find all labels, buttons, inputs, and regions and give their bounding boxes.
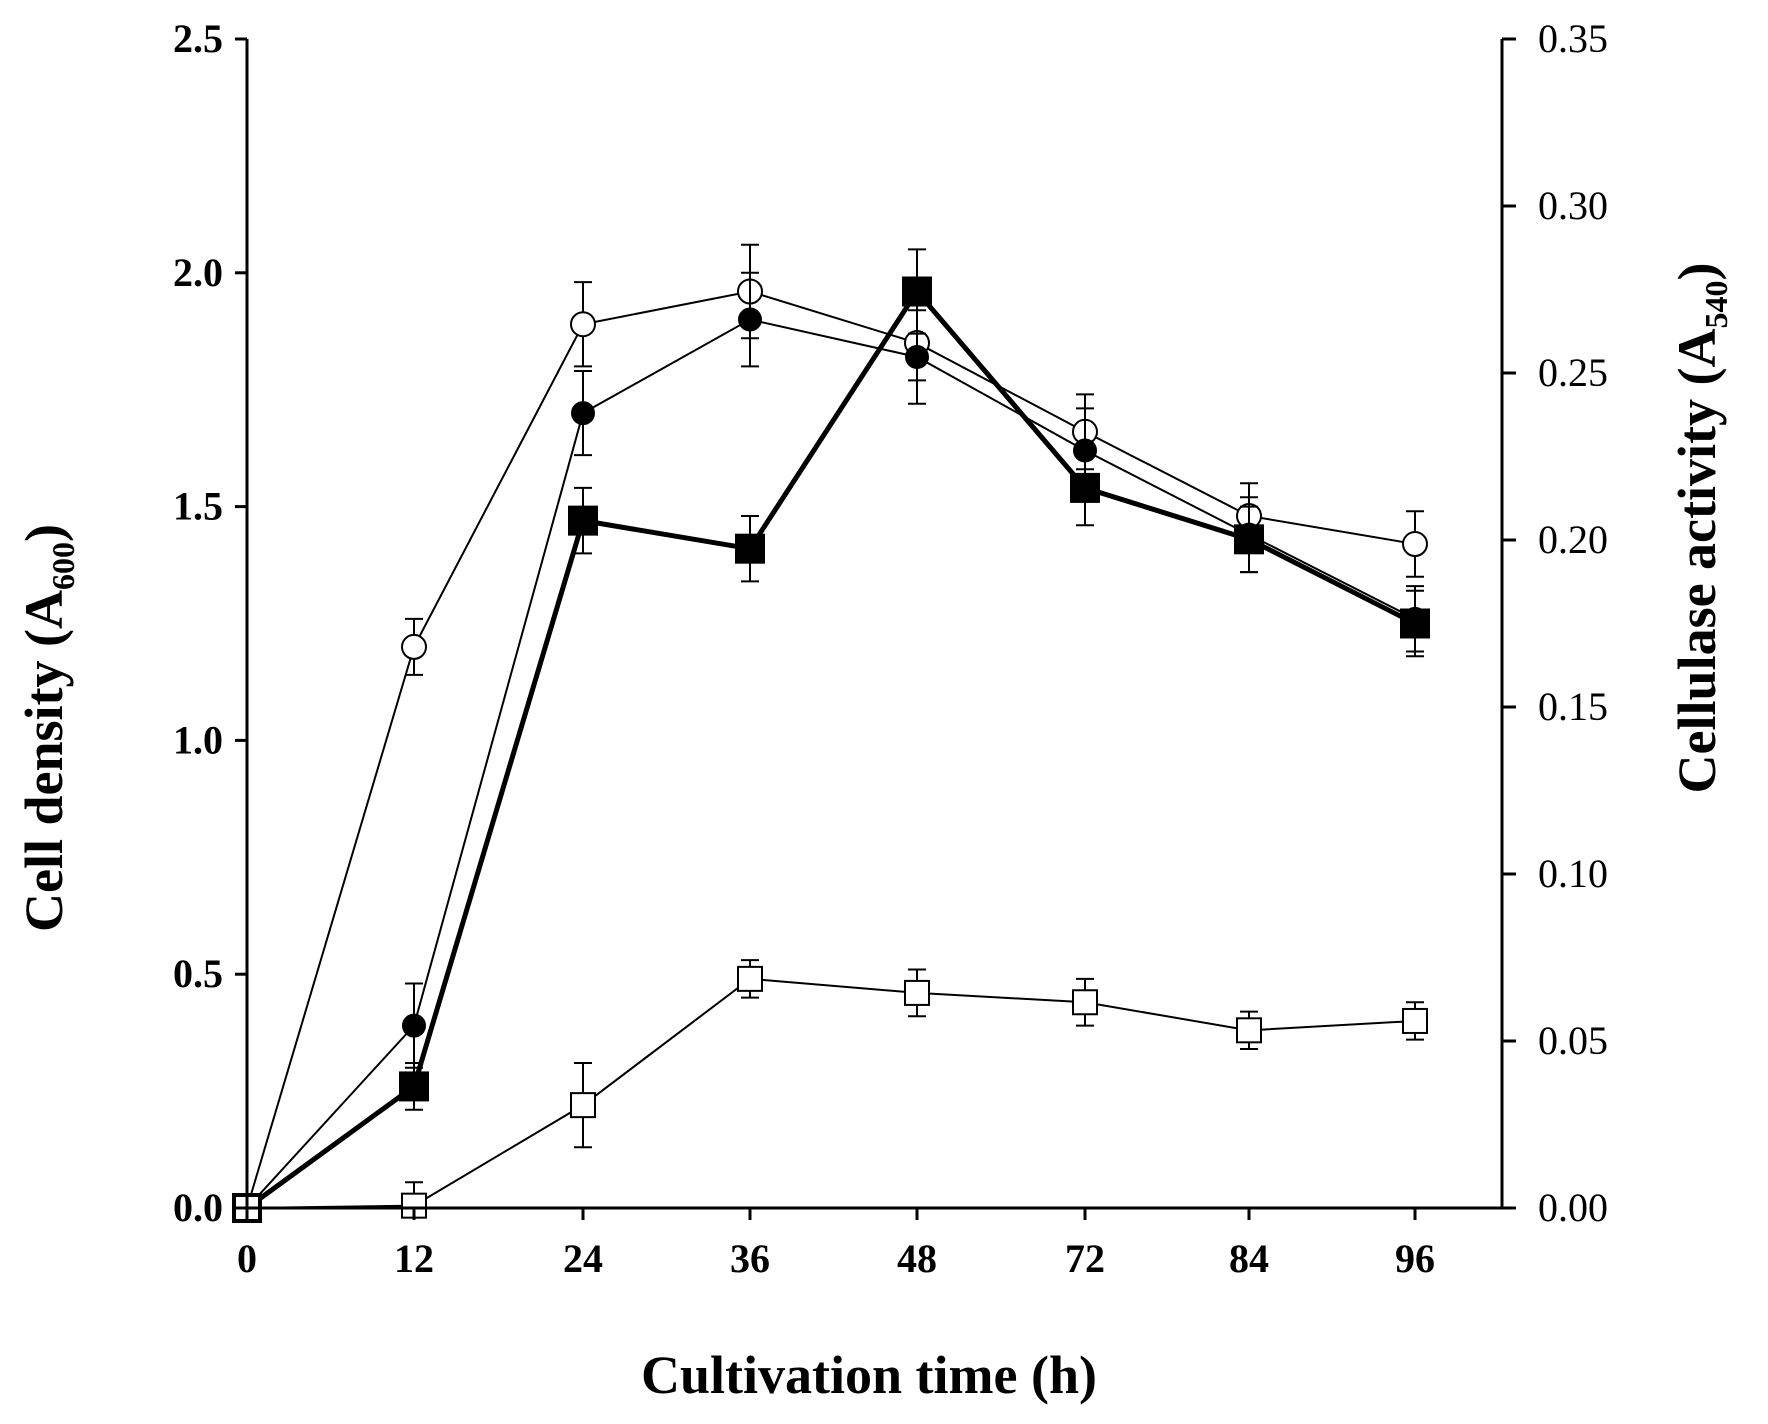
series-open-circle-line — [246, 290, 1416, 1209]
x-tick-label-2: 24 — [563, 1236, 603, 1281]
y-right-tick-label-7: 0.35 — [1538, 16, 1608, 61]
series-open-square-point-5 — [1072, 989, 1098, 1016]
series-open-square-point-4 — [904, 979, 930, 1006]
series-filled-circle-point-4 — [905, 344, 929, 369]
y-right-tick-label-0: 0.00 — [1538, 1185, 1608, 1230]
series-filled-square-point-7 — [1400, 608, 1430, 639]
y-right-tick-label-2: 0.10 — [1538, 851, 1608, 896]
y-left-tick-label-0: 0.0 — [173, 1185, 223, 1230]
axes-layer: 0.0 0.5 1.0 1.5 2.0 2.5 0.00 0.05 0.10 0.15 0.20 0.… — [173, 16, 1608, 1281]
x-axis-title: Cultivation time (h) — [641, 1345, 1097, 1405]
series-filled-square-line — [245, 287, 1417, 1211]
series-filled-circle-point-1 — [402, 1013, 426, 1038]
series-filled-square-point-4 — [902, 276, 932, 307]
series-filled-circle-point-2 — [571, 401, 595, 426]
y-left-title-sub: 600 — [45, 542, 81, 590]
y-right-title-sub: 540 — [1698, 281, 1734, 329]
y-right-tick-label-3: 0.15 — [1538, 684, 1608, 729]
x-tick-label-4: 48 — [897, 1236, 937, 1281]
series-open-square-point-3 — [737, 965, 763, 992]
series-open-square-point-6 — [1236, 1017, 1262, 1044]
y-left-tick-label-5: 2.5 — [173, 16, 223, 61]
x-tick-label-3: 36 — [730, 1236, 770, 1281]
series-filled-circle-line — [246, 318, 1416, 1209]
x-tick-label-0: 0 — [237, 1236, 257, 1281]
y-right-title-main: Cellulase activity (A — [1667, 329, 1727, 794]
y-right-tick-label-5: 0.25 — [1538, 350, 1608, 395]
x-tick-label-1: 12 — [394, 1236, 434, 1281]
series-filled-square-point-6 — [1234, 524, 1264, 555]
series-open-circle-point-7 — [1402, 531, 1428, 558]
y-right-tick-label-4: 0.20 — [1538, 517, 1608, 562]
y-left-title-close: ) — [14, 524, 74, 542]
labels-layer: Cultivation time (h) Cell density (A600)… — [14, 263, 1734, 1405]
y-right-tick-label-6: 0.30 — [1538, 183, 1608, 228]
y-right-title-close: ) — [1667, 263, 1727, 281]
series-filled-square-point-3 — [735, 533, 765, 564]
series-filled-square-point-2 — [568, 505, 598, 536]
y-left-tick-label-2: 1.0 — [173, 717, 223, 762]
y-left-tick-label-3: 1.5 — [173, 484, 223, 529]
series-open-square-line — [246, 977, 1416, 1209]
y-left-title-main: Cell density (A — [14, 590, 74, 932]
x-tick-label-5: 72 — [1065, 1236, 1105, 1281]
x-tick-label-7: 96 — [1395, 1236, 1435, 1281]
series-layer — [232, 243, 1430, 1223]
series-filled-square-point-5 — [1070, 472, 1100, 503]
series-filled-square-point-1 — [399, 1071, 429, 1102]
series-open-square-point-7 — [1402, 1007, 1428, 1034]
series-open-circle-point-1 — [401, 633, 427, 660]
y-right-tick-label-1: 0.05 — [1538, 1018, 1608, 1063]
series-open-square-point-2 — [570, 1092, 596, 1119]
series-filled-circle-point-3 — [738, 307, 762, 332]
series-open-circle-point-2 — [570, 311, 596, 338]
x-tick-label-6: 84 — [1229, 1236, 1269, 1281]
y-axis-left-title: Cell density (A600) — [14, 524, 81, 932]
y-left-tick-label-1: 0.5 — [173, 951, 223, 996]
series-filled-square — [232, 248, 1430, 1223]
y-axis-right-title: Cellulase activity (A540) — [1667, 263, 1734, 794]
y-left-tick-label-4: 2.0 — [173, 250, 223, 295]
